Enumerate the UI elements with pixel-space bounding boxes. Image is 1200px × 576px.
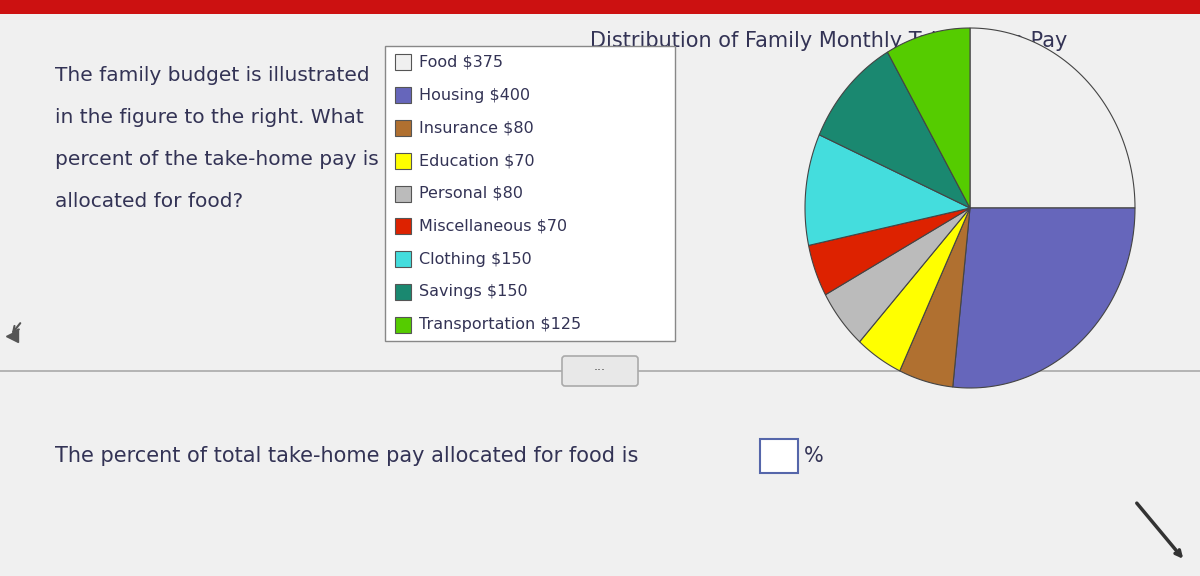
Polygon shape <box>809 208 970 295</box>
Polygon shape <box>900 208 970 387</box>
Bar <box>395 251 410 267</box>
Text: allocated for food?: allocated for food? <box>55 192 244 211</box>
Bar <box>395 218 410 234</box>
Text: percent of the take-home pay is: percent of the take-home pay is <box>55 150 379 169</box>
FancyBboxPatch shape <box>562 356 638 386</box>
Polygon shape <box>953 208 1135 388</box>
Bar <box>395 185 410 202</box>
Bar <box>395 317 410 332</box>
Bar <box>395 87 410 103</box>
Polygon shape <box>826 208 970 342</box>
Polygon shape <box>820 52 970 208</box>
Text: Clothing $150: Clothing $150 <box>419 252 532 267</box>
Bar <box>395 153 410 169</box>
Polygon shape <box>859 208 970 371</box>
Text: Housing $400: Housing $400 <box>419 88 530 103</box>
Text: The family budget is illustrated: The family budget is illustrated <box>55 66 370 85</box>
Text: Personal $80: Personal $80 <box>419 186 523 201</box>
Text: Transportation $125: Transportation $125 <box>419 317 581 332</box>
Bar <box>395 54 410 70</box>
Polygon shape <box>888 28 970 208</box>
Text: Insurance $80: Insurance $80 <box>419 120 534 135</box>
Bar <box>395 120 410 136</box>
Text: Distribution of Family Monthly Take-Home Pay: Distribution of Family Monthly Take-Home… <box>590 31 1067 51</box>
Bar <box>385 46 674 341</box>
Text: in the figure to the right. What: in the figure to the right. What <box>55 108 364 127</box>
Text: The percent of total take-home pay allocated for food is: The percent of total take-home pay alloc… <box>55 446 638 466</box>
Polygon shape <box>970 28 1135 208</box>
Text: ···: ··· <box>594 365 606 377</box>
Text: Savings $150: Savings $150 <box>419 285 528 300</box>
Text: Miscellaneous $70: Miscellaneous $70 <box>419 219 568 234</box>
Text: %: % <box>804 446 823 466</box>
Bar <box>760 439 798 473</box>
Polygon shape <box>805 135 970 245</box>
Bar <box>395 284 410 300</box>
Text: Food $375: Food $375 <box>419 55 503 70</box>
Bar <box>0 0 1200 14</box>
Text: Education $70: Education $70 <box>419 153 535 168</box>
